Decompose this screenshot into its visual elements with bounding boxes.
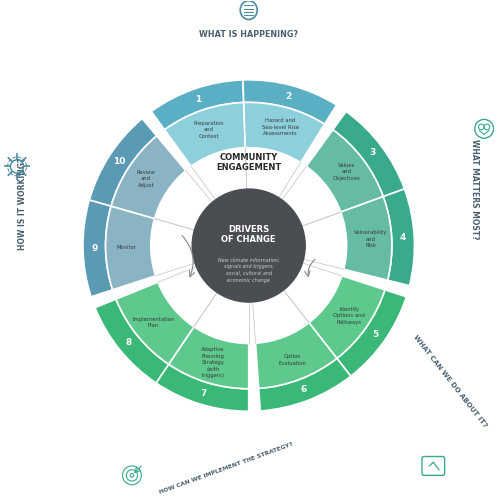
Text: WHAT MATTERS MOST?: WHAT MATTERS MOST?	[470, 139, 479, 239]
Text: 8: 8	[126, 338, 132, 347]
Text: 10: 10	[113, 157, 126, 166]
Wedge shape	[111, 136, 186, 218]
Text: COMMUNITY
ENGAGEMENT: COMMUNITY ENGAGEMENT	[216, 153, 282, 172]
Wedge shape	[152, 80, 244, 130]
Wedge shape	[116, 282, 194, 364]
Text: HOW IS IT WORKING?: HOW IS IT WORKING?	[18, 158, 27, 250]
Text: 6: 6	[301, 386, 307, 394]
Wedge shape	[168, 327, 248, 388]
Text: 7: 7	[200, 389, 206, 398]
Wedge shape	[151, 148, 346, 344]
Text: Review
and
Adjust: Review and Adjust	[136, 170, 156, 188]
Text: WHAT CAN WE DO ABOUT IT?: WHAT CAN WE DO ABOUT IT?	[412, 334, 488, 428]
Wedge shape	[156, 364, 248, 412]
Text: Monitor: Monitor	[116, 245, 136, 250]
Wedge shape	[337, 290, 406, 376]
Wedge shape	[244, 102, 324, 162]
Wedge shape	[83, 200, 112, 297]
Wedge shape	[164, 102, 246, 166]
Text: Values
and
Objectives: Values and Objectives	[332, 163, 360, 181]
Text: 2: 2	[286, 92, 292, 101]
Wedge shape	[306, 130, 383, 212]
Text: Identify
Options and
Pathways: Identify Options and Pathways	[333, 307, 365, 324]
Wedge shape	[256, 322, 337, 388]
Text: 4: 4	[400, 233, 406, 242]
Text: HOW CAN WE IMPLEMENT THE STRATEGY?: HOW CAN WE IMPLEMENT THE STRATEGY?	[158, 441, 294, 494]
Text: WHAT IS HAPPENING?: WHAT IS HAPPENING?	[199, 30, 298, 39]
Text: Hazard and
Sea-level Rise
Assessments: Hazard and Sea-level Rise Assessments	[262, 118, 299, 136]
Wedge shape	[95, 299, 168, 383]
Text: Vulnerability
and
Risk: Vulnerability and Risk	[354, 230, 388, 248]
Wedge shape	[106, 206, 156, 290]
Text: Implementation
Plan: Implementation Plan	[132, 317, 174, 328]
Text: Option
Evaluation: Option Evaluation	[278, 354, 306, 366]
Text: Preparation
and
Context: Preparation and Context	[194, 121, 224, 138]
Text: 9: 9	[91, 244, 98, 253]
Wedge shape	[309, 276, 385, 358]
Text: 1: 1	[196, 95, 202, 104]
Wedge shape	[90, 118, 156, 206]
Circle shape	[192, 189, 305, 302]
Text: DRIVERS
OF CHANGE: DRIVERS OF CHANGE	[222, 224, 276, 244]
Wedge shape	[341, 196, 392, 280]
Text: 5: 5	[372, 330, 378, 338]
Wedge shape	[243, 80, 336, 124]
Text: New climate information;
signals and triggers;
social, cultural and
economic cha: New climate information; signals and tri…	[218, 258, 280, 282]
Wedge shape	[383, 189, 414, 286]
Wedge shape	[258, 358, 351, 411]
Text: 3: 3	[369, 148, 375, 157]
Text: Adaptive
Planning
Strategy
(with
triggers): Adaptive Planning Strategy (with trigger…	[201, 348, 224, 378]
Wedge shape	[333, 112, 404, 196]
